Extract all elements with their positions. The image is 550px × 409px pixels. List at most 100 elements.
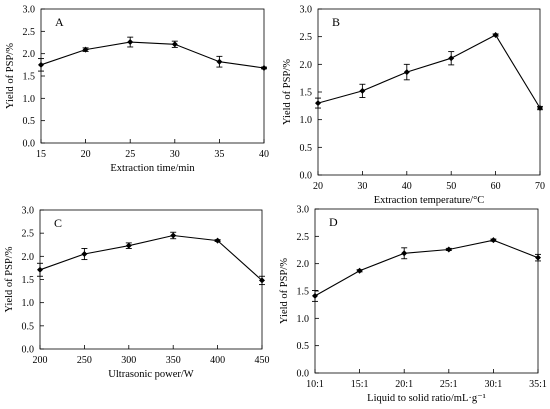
y-tick-label: 2.0 <box>297 259 310 270</box>
data-point <box>82 46 89 53</box>
data-point <box>537 105 543 112</box>
y-tick-label: 0.0 <box>23 139 36 150</box>
y-tick-label: 1.5 <box>23 72 36 83</box>
panel-label: B <box>332 15 340 29</box>
data-point <box>356 267 363 274</box>
y-tick-label: 3.0 <box>300 5 313 16</box>
plot-frame <box>314 208 539 374</box>
x-tick-label: 10:1 <box>306 379 324 390</box>
x-tick-label: 25:1 <box>440 379 458 390</box>
panel-b: 0.0 0.5 1.0 1.5 2.0 2.5 3.0 20 30 40 50 60 70 Extract… <box>282 5 545 207</box>
y-tick-label: 2.5 <box>300 32 313 43</box>
y-tick-label: 1.0 <box>300 115 313 126</box>
y-tick-label: 2.5 <box>23 27 36 38</box>
data-point <box>448 55 455 62</box>
y-axis-label: Yield of PSP/% <box>5 43 16 109</box>
data-point <box>445 246 452 253</box>
x-tick-label: 300 <box>121 355 136 366</box>
data-point <box>259 277 265 284</box>
data-point <box>490 237 497 244</box>
x-tick-label: 40 <box>259 149 269 160</box>
data-point <box>37 266 43 273</box>
panel-a: 0.0 0.5 1.0 1.5 2.0 2.5 3.0 15 20 25 30 35 40 Extract… <box>5 5 269 175</box>
y-tick-label: 3.0 <box>297 205 310 216</box>
x-tick-label: 30 <box>170 149 180 160</box>
y-tick-label: 2.0 <box>22 252 35 263</box>
data-point <box>535 254 541 261</box>
x-tick-label: 350 <box>166 355 181 366</box>
series-line <box>314 239 539 297</box>
y-tick-label: 2.0 <box>300 60 313 71</box>
x-tick-label: 70 <box>535 181 545 192</box>
x-tick-label: 35:1 <box>529 379 547 390</box>
y-tick-label: 1.5 <box>297 287 310 298</box>
panel-d: 0.0 0.5 1.0 1.5 2.0 2.5 3.0 10:1 15:1 20:1 25:1 30:… <box>279 205 547 405</box>
y-tick-label: 0.5 <box>297 341 310 352</box>
y-tick-label: 0.5 <box>22 321 35 332</box>
x-tick-label: 20 <box>313 181 323 192</box>
y-axis-label: Yield of PSP/% <box>279 258 290 324</box>
series-line <box>40 41 265 69</box>
y-tick-label: 1.5 <box>22 275 35 286</box>
x-tick-label: 250 <box>77 355 92 366</box>
data-point <box>127 39 134 46</box>
y-tick-label: 1.0 <box>297 314 310 325</box>
data-point <box>125 242 132 249</box>
data-point <box>214 237 221 244</box>
x-tick-label: 15:1 <box>351 379 369 390</box>
x-tick-label: 200 <box>33 355 48 366</box>
data-point <box>170 232 177 239</box>
data-point <box>403 69 410 76</box>
y-tick-label: 3.0 <box>22 206 35 217</box>
x-tick-label: 25 <box>125 149 135 160</box>
y-tick-label: 0.5 <box>300 143 313 154</box>
y-tick-label: 2.5 <box>297 232 310 243</box>
x-tick-label: 400 <box>210 355 225 366</box>
series-line <box>317 34 541 109</box>
x-tick-label: 60 <box>491 181 501 192</box>
x-tick-label: 20:1 <box>395 379 413 390</box>
y-tick-label: 0.0 <box>300 171 313 182</box>
y-tick-label: 1.0 <box>22 298 35 309</box>
plot-frame <box>317 8 541 176</box>
y-axis-label: Yield of PSP/% <box>4 246 15 312</box>
data-point <box>38 61 44 68</box>
y-tick-label: 2.0 <box>23 49 36 60</box>
panel-label: C <box>54 216 62 230</box>
data-point <box>81 251 88 258</box>
data-point <box>315 100 321 107</box>
plot-frame <box>40 8 265 144</box>
y-tick-label: 2.5 <box>22 229 35 240</box>
data-point <box>359 87 366 94</box>
y-tick-label: 3.0 <box>23 5 36 16</box>
x-tick-label: 15 <box>36 149 46 160</box>
data-point <box>261 64 267 71</box>
y-tick-label: 1.0 <box>23 94 36 105</box>
plot-frame <box>39 209 263 350</box>
series-line <box>39 234 263 281</box>
x-tick-label: 30:1 <box>485 379 503 390</box>
y-tick-label: 0.5 <box>23 116 36 127</box>
panel-label: D <box>329 215 338 229</box>
x-tick-label: 35 <box>214 149 224 160</box>
data-point <box>216 58 223 65</box>
x-tick-label: 50 <box>446 181 456 192</box>
x-axis-label: Ultrasonic power/W <box>108 369 194 380</box>
x-tick-label: 450 <box>255 355 270 366</box>
data-point <box>401 250 408 257</box>
y-tick-label: 1.5 <box>300 88 313 99</box>
y-tick-label: 0.0 <box>297 369 310 380</box>
data-point <box>492 32 499 39</box>
data-point <box>171 41 178 48</box>
y-tick-label: 0.0 <box>22 345 35 356</box>
x-tick-label: 30 <box>357 181 367 192</box>
y-axis-label: Yield of PSP/% <box>282 59 293 125</box>
x-axis-label: Extraction time/min <box>110 163 195 174</box>
x-tick-label: 40 <box>402 181 412 192</box>
x-tick-label: 20 <box>81 149 91 160</box>
x-axis-label: Extraction temperature/°C <box>374 195 485 206</box>
data-point <box>312 292 318 299</box>
panel-c: 0.0 0.5 1.0 1.5 2.0 2.5 3.0 200 250 300 350 400 450 U… <box>4 206 270 381</box>
x-axis-label: Liquid to solid ratio/mL·g⁻¹ <box>367 393 486 404</box>
